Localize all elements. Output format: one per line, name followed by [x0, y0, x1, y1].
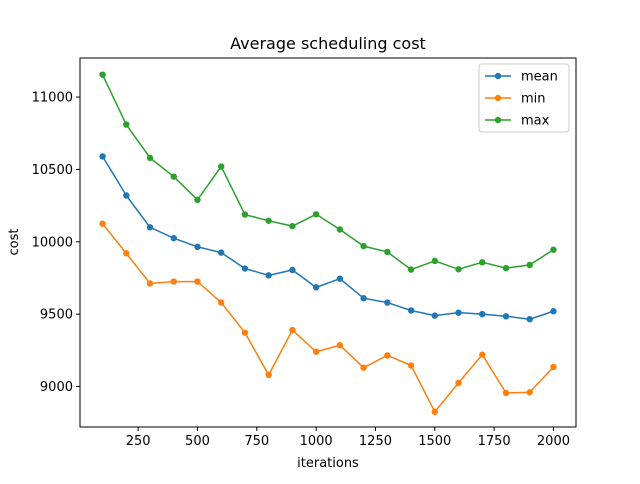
data-point-max	[502, 264, 510, 272]
data-point-mean	[526, 315, 533, 323]
data-point-min	[360, 364, 367, 371]
data-point-mean	[170, 234, 177, 242]
data-point-mean	[146, 224, 154, 231]
data-point-min	[479, 351, 486, 358]
y-tick-label: 10000	[32, 235, 73, 250]
x-tick-label: 1250	[359, 434, 392, 449]
data-point-mean	[479, 310, 486, 318]
data-point-max	[526, 261, 533, 269]
data-point-min	[312, 348, 320, 355]
data-point-max	[479, 259, 486, 266]
data-point-max	[218, 163, 225, 170]
data-point-max	[241, 211, 249, 218]
data-point-mean	[99, 153, 106, 160]
data-point-max	[123, 121, 130, 128]
data-point-mean	[455, 309, 462, 316]
series-line-max	[101, 74, 554, 271]
data-point-max	[550, 246, 557, 253]
data-point-max	[336, 226, 344, 233]
legend-label-mean: mean	[521, 70, 558, 85]
data-point-mean	[384, 299, 391, 306]
plot-area: 250 500 750 1000 1250 1500 1750 2000 9000 9500 100…	[32, 57, 577, 449]
x-tick-label: 2000	[537, 434, 570, 449]
data-point-mean	[218, 249, 225, 256]
legend-box	[478, 63, 570, 133]
data-point-min	[384, 352, 391, 359]
data-point-mean	[550, 308, 557, 315]
data-point-max	[146, 154, 154, 162]
data-point-min	[407, 362, 415, 369]
data-point-mean	[360, 295, 367, 302]
data-point-min	[336, 342, 344, 349]
data-point-mean	[241, 265, 249, 272]
data-point-mean	[431, 312, 438, 319]
y-tick-label: 11000	[32, 91, 73, 106]
chart-title: Average scheduling cost	[230, 34, 426, 53]
x-tick-label: 1000	[300, 434, 333, 449]
data-point-min	[265, 371, 272, 379]
y-tick-label: 9500	[40, 308, 73, 323]
data-point-min	[146, 280, 154, 287]
legend-marker-min	[494, 94, 502, 102]
axes-frame	[79, 57, 577, 428]
data-point-min	[123, 250, 130, 257]
data-point-mean	[312, 284, 320, 291]
legend-label-min: min	[521, 92, 546, 107]
series-line-min	[101, 223, 554, 414]
data-point-max	[455, 266, 462, 273]
x-tick-label: 750	[244, 434, 269, 449]
data-point-min	[218, 299, 225, 306]
data-point-max	[170, 173, 177, 180]
data-point-max	[312, 211, 320, 218]
data-point-mean	[407, 307, 415, 314]
data-point-mean	[194, 243, 201, 251]
data-point-max	[384, 248, 391, 256]
x-tick-label: 1750	[478, 434, 511, 449]
data-point-max	[407, 266, 415, 273]
x-tick-label: 1500	[418, 434, 451, 449]
data-point-min	[241, 329, 249, 336]
data-point-min	[194, 278, 201, 285]
data-point-min	[170, 278, 177, 285]
y-axis-label: cost	[7, 229, 22, 256]
data-point-min	[550, 363, 557, 371]
data-point-max	[289, 222, 296, 230]
data-point-mean	[502, 313, 510, 320]
x-axis-label: iterations	[297, 456, 359, 471]
data-point-max	[431, 257, 438, 265]
legend: mean min max	[478, 63, 570, 133]
y-tick-label: 9000	[40, 380, 73, 395]
data-point-max	[360, 242, 367, 250]
legend-marker-mean	[494, 72, 502, 80]
data-point-mean	[123, 192, 130, 199]
data-point-max	[99, 71, 106, 78]
y-tick-label: 10500	[32, 163, 73, 178]
legend-label-max: max	[521, 114, 550, 129]
legend-marker-max	[494, 116, 502, 124]
x-tick-label: 500	[185, 434, 210, 449]
x-tick-label: 250	[126, 434, 151, 449]
data-point-min	[455, 379, 462, 387]
data-point-mean	[265, 272, 272, 279]
data-point-mean	[289, 266, 296, 274]
data-point-max	[265, 217, 272, 224]
series-line-mean	[101, 156, 554, 320]
data-point-min	[99, 220, 106, 227]
data-point-min	[289, 326, 296, 334]
data-point-max	[194, 196, 201, 204]
data-point-min	[502, 389, 510, 397]
data-point-min	[526, 389, 533, 396]
data-point-min	[431, 408, 438, 416]
data-point-mean	[336, 275, 344, 282]
